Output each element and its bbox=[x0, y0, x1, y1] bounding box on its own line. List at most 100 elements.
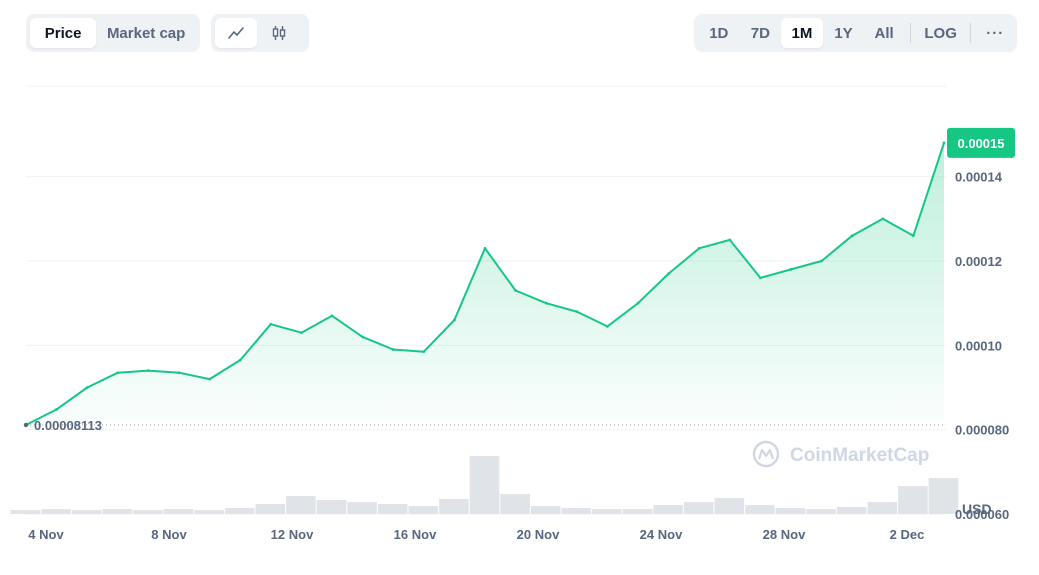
volume-bar bbox=[592, 509, 622, 514]
volume-bars bbox=[10, 456, 959, 514]
price-point bbox=[820, 259, 823, 263]
price-point bbox=[85, 386, 89, 389]
x-axis-ticks: 4 Nov 8 Nov 12 Nov 16 Nov 20 Nov 24 Nov 28 Nov… bbox=[28, 527, 924, 542]
volume-bar bbox=[714, 498, 745, 514]
y-tick-label: 0.00010 bbox=[955, 338, 1002, 353]
x-tick-label: 8 Nov bbox=[151, 527, 187, 542]
start-price-marker bbox=[23, 422, 29, 428]
price-point bbox=[483, 246, 487, 250]
range-1y-button[interactable]: 1Y bbox=[834, 24, 853, 42]
price-point bbox=[147, 369, 150, 373]
price-point bbox=[728, 238, 732, 242]
current-price-badge-bg bbox=[947, 127, 1015, 158]
volume-bar bbox=[255, 504, 286, 514]
price-point bbox=[667, 272, 670, 276]
volume-bar bbox=[194, 510, 224, 514]
volume-bar bbox=[561, 508, 592, 514]
volume-bar bbox=[377, 504, 408, 514]
price-point bbox=[850, 234, 854, 238]
volume-bar bbox=[133, 510, 163, 514]
more-options-button[interactable]: ··· bbox=[986, 24, 1005, 42]
coinmarketcap-logo-icon bbox=[752, 440, 780, 468]
toolbar-divider bbox=[909, 23, 911, 43]
x-tick-label: 12 Nov bbox=[271, 527, 314, 542]
x-tick-label: 20 Nov bbox=[517, 527, 560, 542]
metric-toggle: Price Market cap bbox=[26, 14, 200, 52]
range-1m-button[interactable]: 1M bbox=[781, 18, 823, 48]
range-selector: 1D 7D 1M 1Y All LOG ··· bbox=[694, 14, 1017, 52]
range-all-button[interactable]: All bbox=[874, 24, 894, 42]
volume-bar bbox=[622, 509, 653, 514]
range-1d-button[interactable]: 1D bbox=[709, 24, 729, 42]
price-point bbox=[361, 335, 364, 339]
y-tick-label: 0.000060 bbox=[955, 507, 1009, 522]
price-point bbox=[636, 301, 640, 305]
volume-bar bbox=[806, 509, 836, 514]
price-point bbox=[300, 331, 303, 335]
watermark-text: CoinMarketCap bbox=[790, 445, 929, 466]
volume-bar bbox=[653, 505, 683, 514]
price-tab[interactable]: Price bbox=[30, 18, 97, 48]
x-tick-label: 2 Dec bbox=[890, 527, 925, 542]
price-point bbox=[208, 377, 212, 381]
x-tick-label: 28 Nov bbox=[763, 527, 806, 542]
volume-bar bbox=[439, 499, 469, 514]
y-tick-label: 0.00012 bbox=[955, 254, 1002, 269]
volume-bar bbox=[469, 456, 500, 514]
volume-bar bbox=[500, 494, 530, 514]
volume-bar bbox=[10, 510, 41, 514]
range-7d-button[interactable]: 7D bbox=[750, 24, 770, 42]
volume-bar bbox=[102, 509, 133, 514]
x-tick-label: 4 Nov bbox=[28, 527, 64, 542]
volume-bar bbox=[898, 486, 928, 514]
price-point bbox=[391, 348, 395, 351]
market-cap-tab[interactable]: Market cap bbox=[106, 24, 186, 42]
price-area-fill bbox=[26, 142, 944, 425]
x-tick-label: 24 Nov bbox=[640, 527, 683, 542]
y-tick-label: 0.00014 bbox=[955, 170, 1003, 185]
volume-bar bbox=[286, 496, 316, 514]
volume-bar bbox=[163, 509, 194, 514]
price-point bbox=[55, 408, 58, 411]
chart-type-toggle bbox=[211, 14, 309, 52]
price-point bbox=[514, 289, 517, 292]
price-point bbox=[238, 358, 242, 362]
price-point bbox=[697, 246, 701, 250]
price-point bbox=[789, 268, 793, 271]
price-point bbox=[606, 324, 609, 328]
log-scale-button[interactable]: LOG bbox=[924, 24, 957, 42]
y-axis-ticks: 0.000060 0.000080 0.00010 0.00012 0.00014 bbox=[955, 170, 1009, 522]
current-price-badge: 0.00015 bbox=[947, 127, 1015, 158]
volume-bar bbox=[928, 478, 959, 514]
line-chart-button[interactable] bbox=[215, 18, 257, 48]
volume-bar bbox=[867, 502, 898, 514]
volume-bar bbox=[224, 508, 255, 514]
volume-bar bbox=[408, 506, 439, 514]
volume-bar bbox=[836, 507, 867, 514]
x-tick-label: 16 Nov bbox=[394, 527, 437, 542]
toolbar-divider bbox=[970, 23, 972, 43]
price-point bbox=[422, 350, 426, 354]
price-point bbox=[269, 322, 273, 326]
volume-bar bbox=[745, 505, 775, 514]
volume-bar bbox=[683, 502, 714, 514]
volume-bar bbox=[347, 502, 377, 514]
price-point bbox=[177, 371, 181, 375]
start-price-label: 0.00008113 bbox=[34, 418, 102, 433]
price-point bbox=[116, 371, 120, 375]
volume-bar bbox=[41, 509, 71, 514]
candlestick-icon bbox=[272, 26, 286, 40]
volume-bar bbox=[530, 506, 561, 514]
price-points bbox=[24, 141, 946, 427]
price-point bbox=[881, 217, 885, 221]
currency-label: USD bbox=[962, 501, 992, 517]
price-point bbox=[544, 301, 548, 305]
price-point bbox=[759, 276, 762, 280]
price-point bbox=[575, 310, 579, 313]
candlestick-button[interactable] bbox=[257, 18, 301, 48]
price-point bbox=[912, 234, 915, 238]
volume-bar bbox=[316, 500, 347, 514]
price-point bbox=[330, 314, 334, 318]
y-tick-label: 0.000080 bbox=[955, 423, 1009, 438]
